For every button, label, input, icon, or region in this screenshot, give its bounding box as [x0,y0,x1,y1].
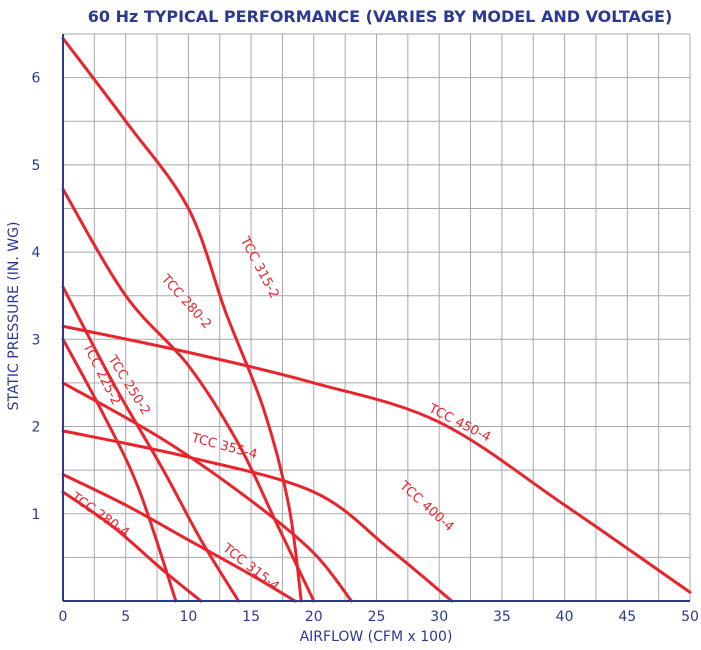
curve-tcc-450-4 [61,324,692,594]
grid [62,33,691,602]
curve-label-tcc-400-4: TCC 400-4 [396,478,457,535]
curve-label-tcc-280-2: TCC 280-2 [157,271,214,332]
curve-tcc-280-2 [61,187,316,603]
curve-tcc-315-2 [61,36,303,603]
x-tick-label: 35 [493,609,511,625]
y-tick-label: 6 [32,71,41,87]
y-tick-label: 4 [32,245,41,261]
curves [61,36,692,603]
x-tick-label: 40 [556,609,574,625]
x-tick-label: 30 [430,609,448,625]
y-tick-label: 2 [32,420,41,436]
x-tick-label: 25 [368,609,386,625]
x-tick-label: 50 [681,609,699,625]
curve-label-tcc-315-2: TCC 315-2 [236,234,281,301]
x-axis-label: AIRFLOW (CFM x 100) [300,629,453,645]
curve-label-tcc-355-4: TCC 355-4 [189,431,259,463]
x-tick-label: 20 [305,609,323,625]
x-tick-label: 10 [179,609,197,625]
axes [62,34,690,602]
curve-tcc-355-4 [61,381,353,603]
x-tick-label: 0 [59,609,68,625]
curve-tcc-225-2 [61,337,178,603]
y-tick-label: 5 [32,158,41,174]
y-tick-label: 3 [32,332,41,348]
curve-tcc-250-2 [61,285,241,603]
curve-label-tcc-280-4: TCC 280-4 [67,489,132,540]
chart-title: 60 Hz TYPICAL PERFORMANCE (VARIES BY MOD… [88,7,673,26]
x-tick-label: 15 [242,609,260,625]
y-tick-label: 1 [32,507,41,523]
curve-tcc-315-4 [61,473,297,603]
x-tick-label: 45 [618,609,636,625]
curve-label-tcc-450-4: TCC 450-4 [425,401,493,445]
curve-tcc-400-4 [61,429,454,603]
x-tick-label: 5 [121,609,130,625]
curve-tcc-280-4 [61,490,203,603]
y-axis-label: STATIC PRESSURE (IN. WG) [6,222,22,411]
